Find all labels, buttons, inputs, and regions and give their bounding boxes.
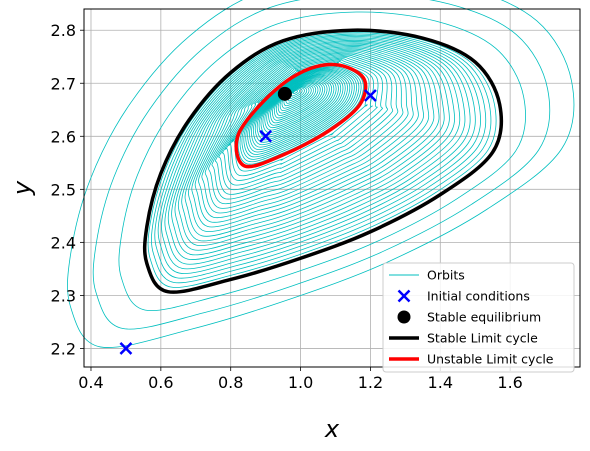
orbit-line <box>275 82 319 116</box>
orbit-line <box>258 74 339 138</box>
orbit-line <box>218 57 389 191</box>
legend-entry: Stable equilibrium <box>397 310 541 325</box>
legend-label: Orbits <box>427 268 465 283</box>
orbit-line <box>272 80 323 121</box>
orbit-line <box>147 31 497 288</box>
orbit-line <box>167 38 466 260</box>
orbit-line <box>201 51 414 214</box>
orbit-line <box>249 70 351 151</box>
legend-box <box>382 262 575 373</box>
point-markers <box>119 86 377 355</box>
legend-label: Stable Limit cycle <box>427 331 538 346</box>
orbit-line <box>191 47 430 228</box>
x-tick-label: 1.4 <box>428 373 453 392</box>
orbit-line <box>264 77 333 131</box>
orbit-line <box>188 46 435 233</box>
unstable-limit-cycle <box>234 62 368 169</box>
orbits <box>67 0 575 348</box>
orbit-line <box>262 76 335 133</box>
orbit-line <box>260 75 337 136</box>
orbit-line <box>198 49 419 219</box>
orbit-line <box>214 55 394 195</box>
orbit-line <box>161 36 476 270</box>
y-tick-label: 2.6 <box>51 127 76 146</box>
y-tick-label: 2.5 <box>51 180 76 199</box>
orbit-line <box>270 79 326 124</box>
orbit-line <box>221 58 383 186</box>
stable-limit-cycle <box>142 28 504 294</box>
legend: Orbits Initial conditions Stable equilibri… <box>382 262 575 373</box>
stable-equilibrium-marker <box>277 86 292 101</box>
legend-label: Initial conditions <box>427 289 530 304</box>
legend-entry: Stable Limit cycle <box>389 331 538 346</box>
y-axis-label: y <box>8 180 36 196</box>
orbit-line <box>184 44 440 237</box>
initial-condition-marker <box>119 342 133 355</box>
orbit-line <box>268 78 328 126</box>
legend-label: Stable equilibrium <box>427 310 541 325</box>
orbit-line <box>266 77 330 129</box>
x-tick-label: 0.4 <box>78 373 103 392</box>
legend-label: Unstable Limit cycle <box>427 352 554 367</box>
x-tick-label: 0.8 <box>218 373 243 392</box>
orbit-line <box>243 67 357 158</box>
y-tick-label: 2.8 <box>51 21 76 40</box>
x-stroke <box>364 89 377 102</box>
x-stroke <box>119 342 133 355</box>
orbit-line <box>293 89 298 95</box>
orbit-line <box>208 53 404 205</box>
orbit-line <box>181 43 445 242</box>
legend-entry: Orbits <box>389 268 465 283</box>
orbit-line <box>194 48 424 223</box>
orbit-line <box>118 11 526 312</box>
axes-frame <box>83 8 581 368</box>
x-tick-label: 0.6 <box>148 373 173 392</box>
limit-cycles <box>142 28 504 294</box>
orbit-line <box>204 52 409 209</box>
ticks: 0.4 0.6 0.8 1.0 1.2 1.4 1.6 2.2 2.3 2.4 2.5 2.6 2.7 2… <box>51 21 523 392</box>
orbit-line <box>245 68 355 155</box>
x-tick-label: 1.2 <box>358 373 383 392</box>
orbit-line <box>254 72 344 143</box>
legend-entry: Unstable Limit cycle <box>389 352 554 367</box>
orbit-line <box>177 42 450 247</box>
x-axis-label: x <box>324 415 340 443</box>
orbit-line <box>251 71 348 148</box>
legend-swatch <box>397 289 411 303</box>
y-tick-label: 2.3 <box>51 286 76 305</box>
orbit-line <box>67 0 575 348</box>
initial-condition-marker <box>259 129 273 143</box>
orbit-line <box>256 73 342 141</box>
orbit-line <box>211 54 399 200</box>
orbit-line <box>92 0 551 330</box>
orbit-line <box>252 71 346 146</box>
orbit-line <box>241 66 360 160</box>
x-tick-label: 1.6 <box>497 373 522 392</box>
x-stroke <box>259 129 273 143</box>
orbit-line <box>157 34 481 274</box>
orbit-line <box>151 32 492 284</box>
orbit-line <box>273 81 321 119</box>
orbit-line <box>171 39 461 256</box>
y-tick-label: 2.7 <box>51 74 76 93</box>
legend-swatch <box>397 310 411 324</box>
initial-condition-marker <box>364 89 377 102</box>
orbit-line <box>247 69 353 153</box>
x-tick-label: 1.0 <box>288 373 313 392</box>
orbit-line <box>164 37 471 265</box>
orbit-line <box>174 41 455 251</box>
y-tick-label: 2.2 <box>51 339 76 358</box>
legend-entry: Initial conditions <box>397 289 530 304</box>
orbit-line <box>154 33 487 279</box>
orbit-line <box>291 89 301 97</box>
y-tick-label: 2.4 <box>51 233 76 252</box>
